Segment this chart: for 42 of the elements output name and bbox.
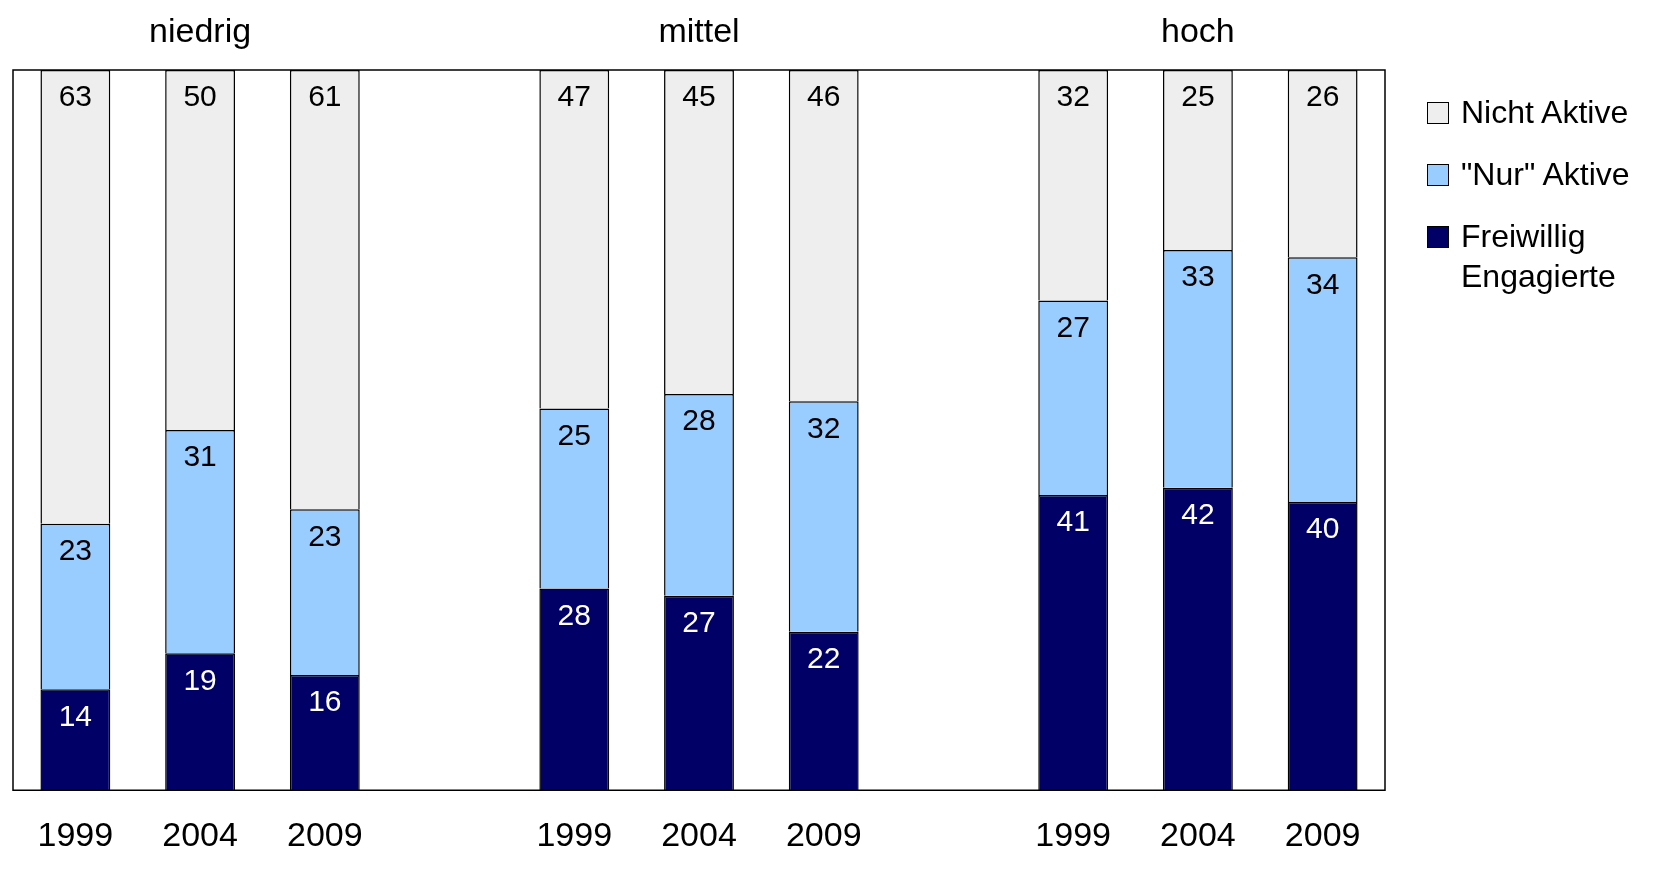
data-label: 50: [183, 79, 217, 113]
data-label: 31: [183, 439, 217, 473]
legend-label: Freiwillig Engagierte: [1461, 217, 1617, 296]
data-label: 32: [807, 410, 841, 444]
x-tick-label: 1999: [37, 814, 114, 853]
data-label: 40: [1305, 511, 1340, 545]
data-label: 47: [557, 79, 591, 113]
data-label: 25: [557, 417, 591, 451]
x-tick-label: 2004: [162, 814, 238, 853]
x-tick-label: 2009: [785, 814, 862, 853]
data-label: 27: [682, 605, 716, 639]
data-label: 23: [58, 532, 93, 566]
x-tick-label: 2004: [1160, 814, 1236, 853]
data-label: 45: [682, 79, 716, 113]
x-tick-label: 2009: [1284, 814, 1361, 853]
text: hoch: [1161, 11, 1235, 49]
data-label: 42: [1181, 496, 1215, 530]
x-tick-label: 1999: [536, 814, 613, 853]
text: mittel: [658, 11, 740, 49]
data-label: 33: [1181, 259, 1215, 293]
data-label: 16: [308, 684, 342, 718]
data-label: 22: [807, 641, 841, 675]
legend-label: Nicht Aktive: [1461, 93, 1629, 132]
data-label: 25: [1181, 79, 1215, 113]
data-label: 63: [58, 79, 93, 113]
data-label: 34: [1305, 266, 1340, 300]
data-label: 61: [308, 79, 342, 113]
data-label: 28: [557, 597, 591, 631]
data-label: 23: [308, 518, 342, 552]
data-label: 32: [1056, 79, 1090, 113]
data-label: 19: [183, 662, 217, 696]
legend-label: "Nur" Aktive: [1461, 155, 1630, 194]
x-tick-label: 2004: [661, 814, 737, 853]
data-label: 41: [1056, 504, 1090, 538]
text: niedrig: [149, 11, 252, 49]
data-label: 26: [1305, 79, 1340, 113]
data-label: 27: [1056, 309, 1090, 343]
data-label: 28: [682, 403, 716, 437]
x-tick-label: 1999: [1035, 814, 1111, 853]
x-tick-label: 2009: [287, 814, 363, 853]
data-label: 46: [807, 79, 841, 113]
data-label: 14: [58, 698, 93, 732]
